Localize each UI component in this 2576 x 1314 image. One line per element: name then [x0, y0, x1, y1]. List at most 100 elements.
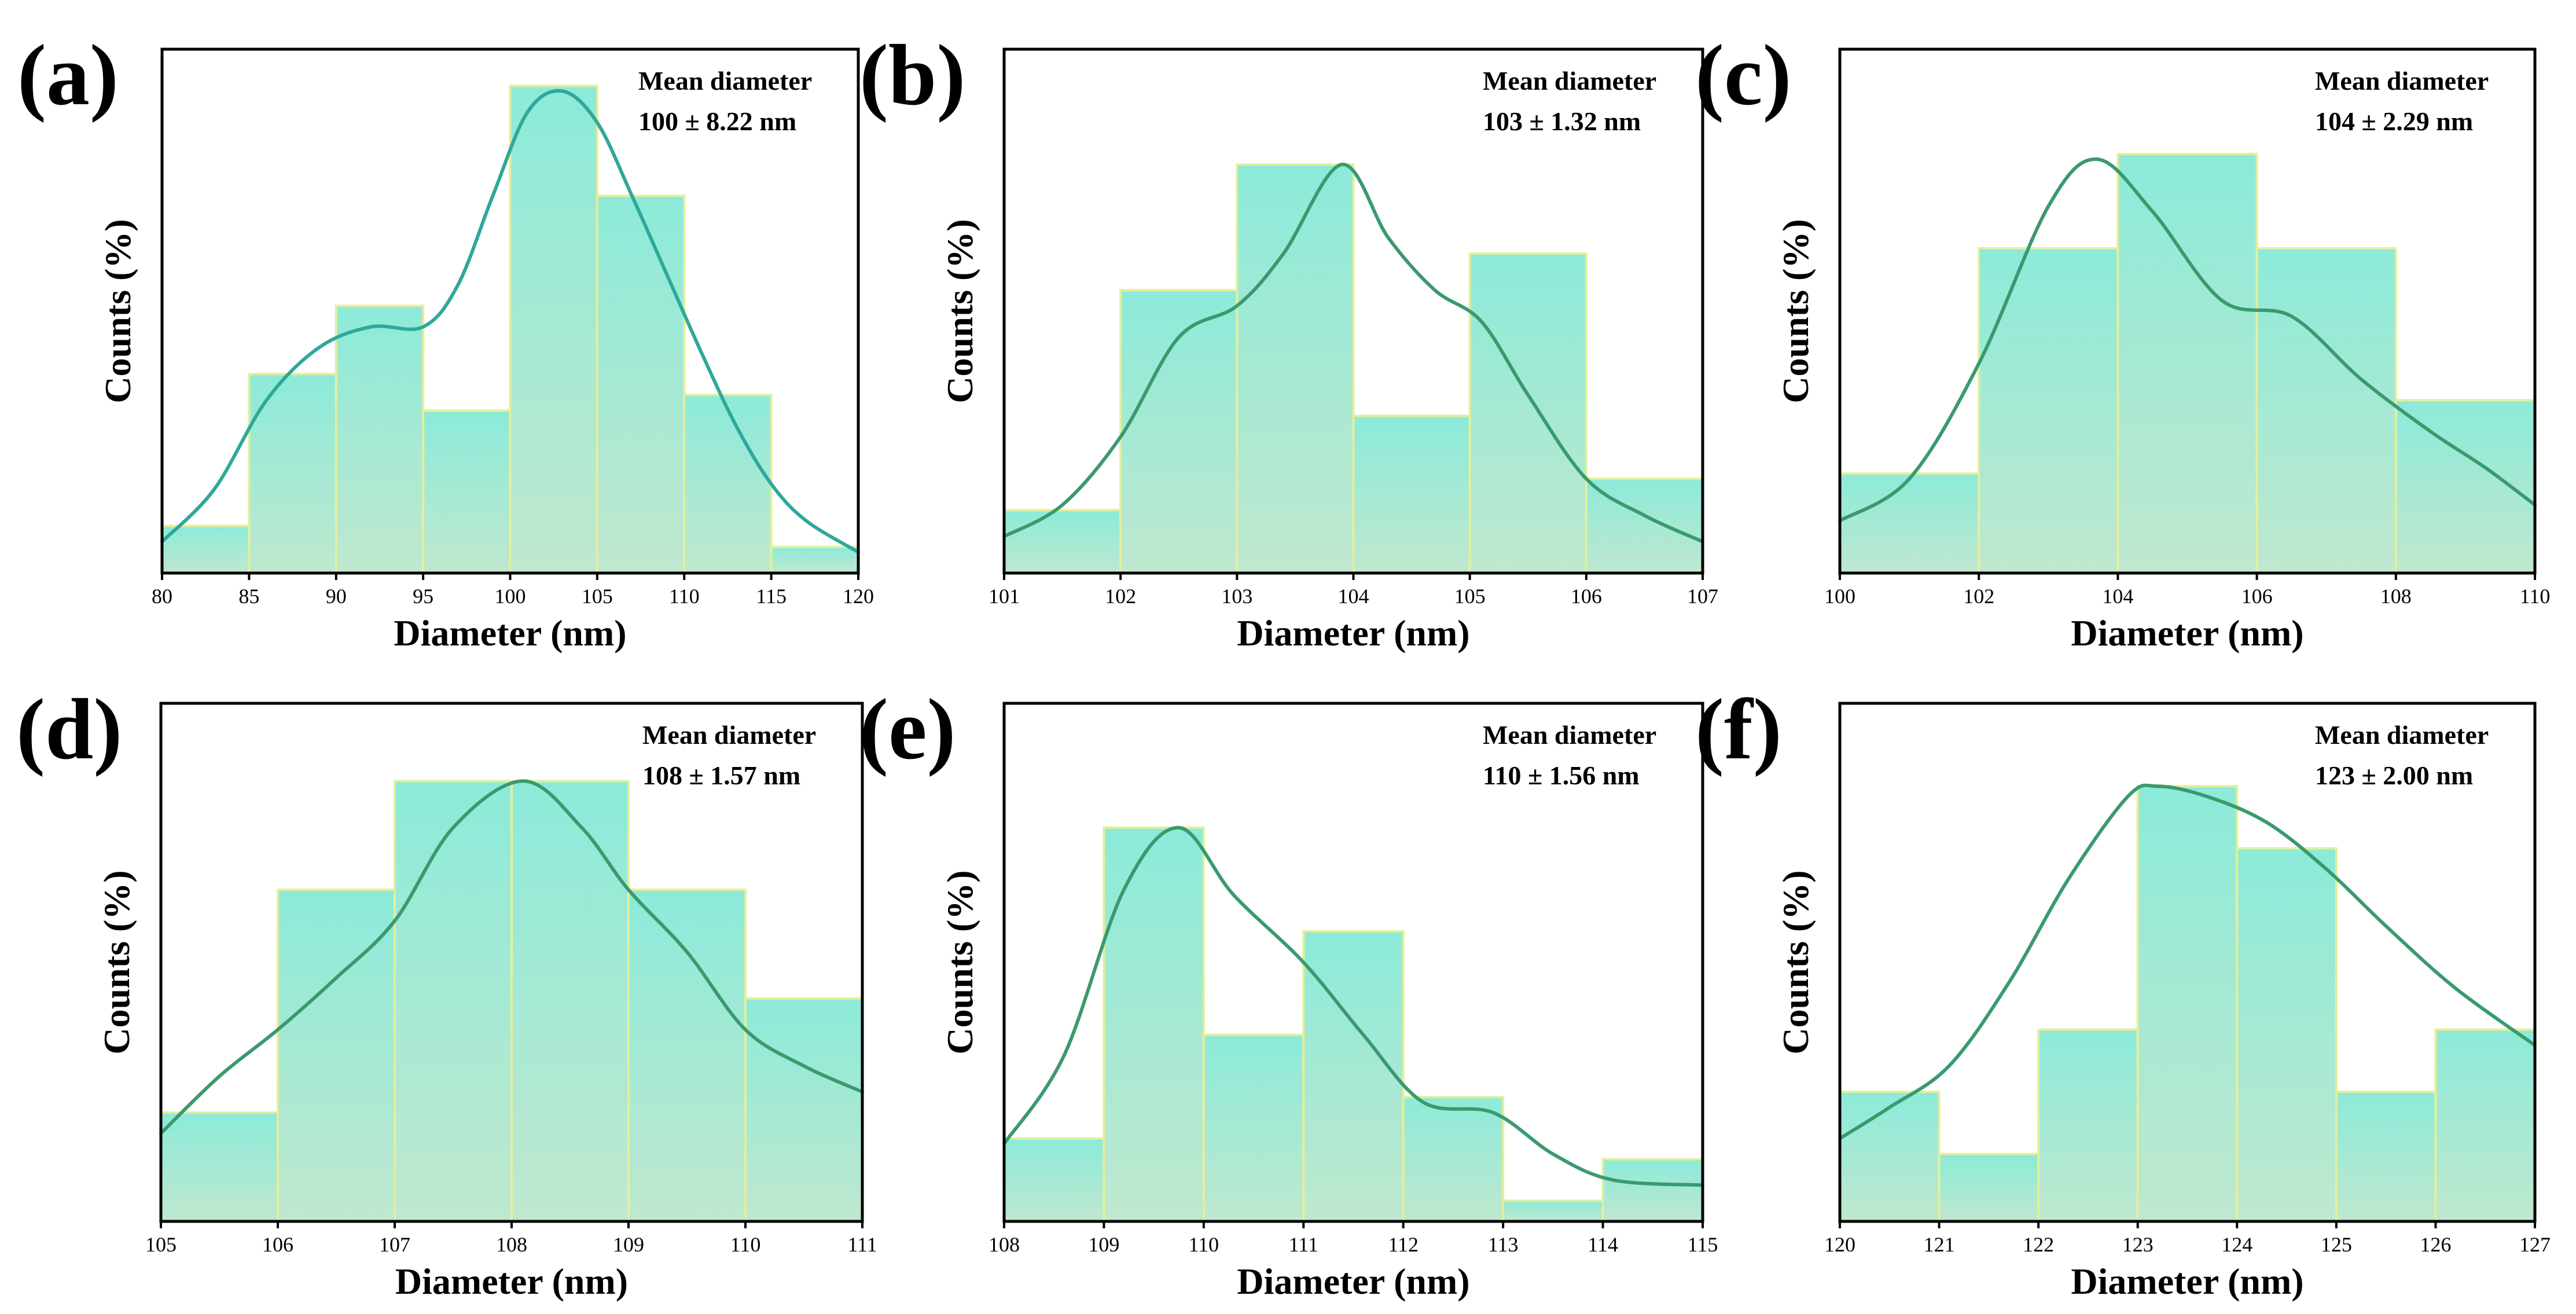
histogram-bar	[1103, 826, 1205, 1223]
histogram-bar	[509, 85, 598, 575]
x-tick-label: 112	[1388, 1233, 1419, 1256]
x-tick-label: 106	[1571, 585, 1602, 608]
x-tick-label: 127	[2519, 1233, 2551, 1256]
histogram-bar	[1601, 1158, 1704, 1223]
x-tick-label: 121	[1924, 1233, 1955, 1256]
x-tick-label: 101	[988, 585, 1020, 608]
x-tick-label: 126	[2420, 1233, 2451, 1256]
x-tick-label: 110	[669, 585, 700, 608]
x-tick-label: 108	[2380, 585, 2412, 608]
x-tick-label: 107	[1687, 585, 1718, 608]
mean-diameter-label: Mean diameter	[1483, 720, 1656, 750]
x-tick-label: 85	[238, 585, 259, 608]
histogram-bar	[1839, 1091, 1941, 1223]
x-tick-label: 107	[379, 1233, 410, 1256]
x-tick-label: 122	[2023, 1233, 2054, 1256]
histogram-bar	[1468, 252, 1588, 574]
histogram-bar	[1352, 414, 1471, 574]
x-tick-label: 124	[2221, 1233, 2252, 1256]
mean-diameter-label: Mean diameter	[2315, 720, 2489, 750]
histogram-bar	[2434, 1028, 2537, 1223]
histogram-bar	[1938, 1152, 2040, 1223]
mean-diameter-value: 104 ± 2.29 nm	[2315, 107, 2473, 136]
x-tick-label: 120	[1824, 1233, 1855, 1256]
chart-panel-3: 100 102 104 106 108 110 Diameter (nm) Counts (%…	[1695, 27, 2550, 654]
x-axis-title: Diameter (nm)	[395, 1261, 628, 1302]
x-tick-label: 108	[988, 1233, 1020, 1256]
mean-diameter-value: 100 ± 8.22 nm	[638, 107, 796, 136]
histogram-bar	[2236, 847, 2338, 1223]
x-tick-label: 105	[582, 585, 613, 608]
mean-diameter-label: Mean diameter	[1483, 66, 1656, 96]
histogram-bar	[394, 780, 513, 1223]
x-tick-label: 105	[1454, 585, 1486, 608]
plot-frame	[1002, 702, 1704, 1223]
x-tick-label: 123	[2122, 1233, 2154, 1256]
histogram-bar	[1502, 1199, 1604, 1223]
panel-label: (c)	[1695, 27, 1791, 123]
histogram-bar	[2037, 1028, 2139, 1223]
panel-label: (f)	[1695, 681, 1782, 777]
x-tick-label: 111	[1289, 1233, 1318, 1256]
mean-diameter-value: 123 ± 2.00 nm	[2315, 761, 2473, 790]
panel-label: (e)	[859, 681, 956, 777]
chart-panel-6: 120 121 122 123 124 125 126 127 Diameter (nm) Cou…	[1695, 681, 2551, 1302]
x-axis-title: Diameter (nm)	[1237, 612, 1469, 654]
mean-diameter-label: Mean diameter	[2315, 66, 2489, 96]
y-axis-title: Counts (%)	[939, 870, 980, 1054]
x-tick-label: 95	[413, 585, 433, 608]
x-tick-label: 100	[495, 585, 526, 608]
histogram-bar	[2136, 785, 2239, 1223]
x-tick-label: 115	[756, 585, 787, 608]
mean-diameter-value: 110 ± 1.56 nm	[1483, 761, 1640, 790]
x-tick-label: 111	[847, 1233, 877, 1256]
histogram-bar	[596, 194, 686, 574]
x-tick-label: 110	[2520, 585, 2551, 608]
distribution-curve	[160, 89, 860, 554]
distribution-curve	[1002, 825, 1704, 1187]
histogram-bar	[770, 545, 859, 574]
panel-label: (a)	[17, 27, 119, 123]
x-tick-label: 110	[730, 1233, 761, 1256]
histogram-bar	[2255, 247, 2397, 574]
histogram-bar	[1119, 289, 1239, 574]
histogram-bar	[161, 524, 251, 574]
x-tick-label: 125	[2321, 1233, 2352, 1256]
histogram-bar	[1003, 1137, 1105, 1223]
x-tick-label: 109	[613, 1233, 644, 1256]
histogram-bar	[1302, 930, 1405, 1223]
histogram-bar	[335, 304, 425, 574]
x-tick-label: 100	[1824, 585, 1855, 608]
histogram-bar	[1839, 472, 1980, 574]
histogram-bar	[160, 1111, 279, 1223]
x-axis-title: Diameter (nm)	[1237, 1261, 1469, 1302]
x-tick-label: 103	[1221, 585, 1252, 608]
histogram-bar	[2394, 399, 2536, 574]
distribution-curve	[1002, 163, 1704, 544]
y-axis-title: Counts (%)	[1775, 219, 1816, 403]
histogram-bar	[510, 780, 630, 1223]
histogram-bar	[2335, 1091, 2437, 1223]
x-tick-label: 80	[152, 585, 172, 608]
chart-panel-1: 80 85 90 95 100 105 110 115 120 Diameter (nm) Coun…	[17, 27, 874, 654]
histogram-bar	[422, 409, 512, 574]
histogram-bar	[744, 997, 863, 1223]
x-axis-title: Diameter (nm)	[394, 612, 626, 654]
x-tick-label: 120	[843, 585, 874, 608]
histogram-bar	[2116, 153, 2258, 574]
x-tick-label: 106	[262, 1233, 293, 1256]
mean-diameter-label: Mean diameter	[642, 720, 816, 750]
histogram-bar	[627, 889, 747, 1223]
x-axis-title: Diameter (nm)	[2071, 612, 2303, 654]
panel-label: (d)	[16, 681, 122, 777]
x-tick-label: 104	[1338, 585, 1369, 608]
histogram-bar	[1978, 247, 2119, 574]
chart-panel-2: 101 102 103 104 105 106 107 Diameter (nm) Counts…	[859, 27, 1718, 654]
x-tick-label: 105	[145, 1233, 177, 1256]
mean-diameter-label: Mean diameter	[638, 66, 812, 96]
chart-panel-5: 108 109 110 111 112 113 114 115 Diameter (nm) Cou…	[859, 681, 1718, 1302]
plot-frame	[1838, 47, 2537, 575]
x-tick-label: 106	[2241, 585, 2273, 608]
histogram-bar	[683, 394, 773, 574]
